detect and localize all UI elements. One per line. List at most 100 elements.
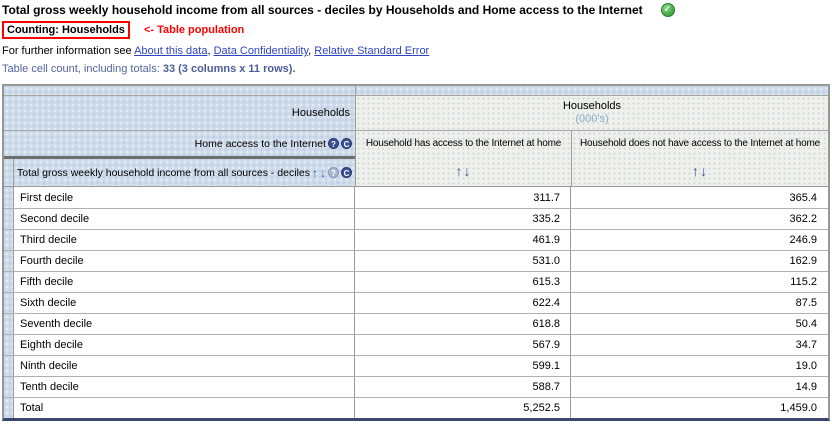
row-label: Third decile: [20, 234, 77, 246]
about-this-data-link[interactable]: About this data: [134, 45, 208, 57]
cell-count-line: Table cell count, including totals: 33 (…: [2, 63, 832, 75]
left-header-stack: Home access to the Internet ? C Total gr…: [4, 131, 355, 186]
row-label: Second decile: [20, 213, 90, 225]
row-gutter: [4, 209, 14, 229]
cell-value: 311.7: [354, 187, 570, 208]
table-row: Sixth decile 622.4 87.5: [4, 292, 828, 313]
row-label: Fourth decile: [20, 255, 84, 267]
cell-value: 335.2: [354, 209, 570, 229]
table-row: First decile 311.7 365.4: [4, 187, 828, 208]
relative-standard-error-link[interactable]: Relative Standard Error: [314, 45, 430, 57]
cell-value: 599.1: [354, 356, 570, 376]
cell-value: 34.7: [570, 335, 827, 355]
cell-value: 246.9: [570, 230, 827, 250]
table-row: Ninth decile 599.1 19.0: [4, 355, 828, 376]
row-label: Ninth decile: [20, 360, 78, 372]
header-separator: [4, 156, 355, 159]
column-header-label: Household has access to the Internet at …: [365, 138, 562, 149]
header-spacer-row: [4, 86, 828, 96]
row-gutter: [4, 159, 14, 186]
row-label: First decile: [20, 191, 74, 204]
corner-cell: Households: [4, 96, 355, 130]
cell-value: 365.4: [570, 187, 827, 208]
measure-unit-label: (000's): [575, 113, 609, 125]
column-dimension-label: Home access to the Internet: [194, 137, 326, 150]
table-row: Seventh decile 618.8 50.4: [4, 313, 828, 334]
cell-value: 19.0: [570, 356, 827, 376]
row-gutter: [4, 187, 14, 208]
table-row: Fifth decile 615.3 115.2: [4, 271, 828, 292]
cell-value: 531.0: [354, 251, 570, 271]
further-information-line: For further information see About this d…: [2, 45, 832, 57]
cell-count-label: Table cell count, including totals:: [2, 63, 163, 75]
cell-value: 567.9: [354, 335, 570, 355]
cell-value: 50.4: [570, 314, 827, 334]
info-disabled-icon[interactable]: ?: [328, 167, 339, 178]
row-gutter: [4, 356, 14, 376]
table-row: Third decile 461.9 246.9: [4, 229, 828, 250]
data-table: Households Households (000's) Home acces…: [2, 84, 830, 421]
table-row: Second decile 335.2 362.2: [4, 208, 828, 229]
cell-value: 618.8: [354, 314, 570, 334]
table-population-note: <- Table population: [143, 24, 245, 36]
data-confidentiality-link[interactable]: Data Confidentiality: [213, 45, 309, 57]
cell-count-value: 33 (3 columns x 11 rows).: [162, 63, 296, 75]
row-label: Eighth decile: [20, 339, 83, 351]
sort-arrows-icon[interactable]: ↑↓: [692, 163, 708, 179]
cell-value: 87.5: [570, 293, 827, 313]
row-gutter: [4, 377, 14, 397]
cell-value: 14.9: [570, 377, 827, 397]
status-ok-check-icon: ✓: [660, 3, 675, 17]
link-separator: ,: [207, 45, 214, 57]
row-gutter: [4, 251, 14, 271]
row-label: Sixth decile: [20, 297, 77, 309]
row-dimension-label: Total gross weekly household income from…: [17, 166, 310, 179]
column-dimension-header: Home access to the Internet ? C: [4, 131, 355, 156]
row-dimension-header: Total gross weekly household income from…: [14, 159, 355, 186]
column-sort-control[interactable]: ↑↓: [572, 156, 828, 186]
sort-down-icon[interactable]: ↓: [320, 165, 326, 180]
row-gutter: [4, 272, 14, 292]
spacer-left-cell: [4, 86, 355, 95]
table-row: Eighth decile 567.9 34.7: [4, 334, 828, 355]
table-row: Tenth decile 588.7 14.9: [4, 376, 828, 397]
title-row: Total gross weekly household income from…: [2, 3, 832, 18]
column-header-label: Household does not have access to the In…: [580, 138, 820, 149]
measure-row: Households Households (000's): [4, 96, 828, 131]
sort-arrows-icon[interactable]: ↑↓: [455, 163, 472, 179]
row-gutter: [4, 398, 14, 418]
measure-label: Households: [562, 100, 622, 112]
cell-value: 588.7: [354, 377, 570, 397]
row-label: Tenth decile: [20, 381, 79, 393]
cell-value: 5,252.5: [354, 398, 570, 418]
row-gutter: [4, 293, 14, 313]
column-header-has-access: Household has access to the Internet at …: [355, 131, 571, 186]
link-separator: ,: [308, 45, 315, 57]
cell-value: 362.2: [570, 209, 827, 229]
row-label: Total: [20, 402, 44, 414]
row-gutter: [4, 314, 14, 334]
table-body: First decile 311.7 365.4 Second decile 3…: [4, 186, 828, 418]
row-label: Seventh decile: [20, 318, 93, 330]
cell-value: 162.9: [570, 251, 827, 271]
sort-up-icon[interactable]: ↑: [312, 165, 318, 180]
counting-row: Counting: Households <- Table population: [2, 21, 832, 39]
row-gutter: [4, 335, 14, 355]
column-sort-control[interactable]: ↑↓: [356, 156, 571, 186]
page-title: Total gross weekly household income from…: [2, 3, 643, 17]
rotate-icon[interactable]: C: [341, 167, 352, 178]
cell-value: 615.3: [354, 272, 570, 292]
row-label: Fifth decile: [20, 276, 74, 288]
row-gutter: [4, 230, 14, 250]
table-row: Fourth decile 531.0 162.9: [4, 250, 828, 271]
cell-value: 1,459.0: [570, 398, 827, 418]
cell-value: 461.9: [354, 230, 570, 250]
table-row-total: Total 5,252.5 1,459.0: [4, 397, 828, 418]
cell-value: 115.2: [570, 272, 827, 292]
table-population-box: Counting: Households: [2, 21, 130, 39]
measure-header-cell: Households (000's): [355, 96, 828, 130]
rotate-icon[interactable]: C: [341, 138, 352, 149]
info-prefix-text: For further information see: [2, 45, 135, 57]
help-icon[interactable]: ?: [328, 138, 339, 149]
